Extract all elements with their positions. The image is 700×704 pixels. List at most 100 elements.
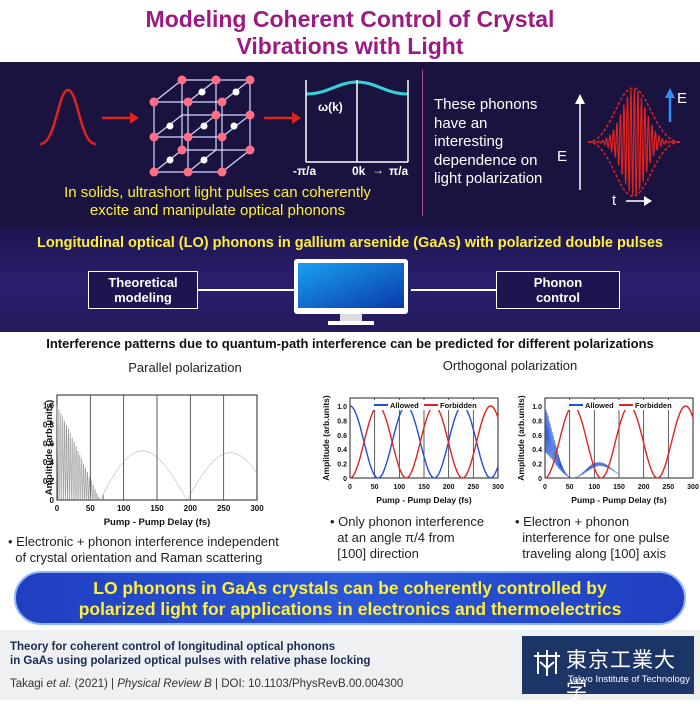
axis-arrow: →: [372, 163, 384, 177]
footer: Theory for coherent control of longitudi…: [0, 630, 700, 702]
caption-orthogonal-1-line-2: at an angle π/4 from: [330, 530, 455, 545]
x-tick-label: 100: [393, 484, 405, 491]
intro-caption-line-1: In solids, ultrashort light pulses can c…: [64, 184, 371, 201]
x-tick-label: 200: [443, 484, 455, 491]
parallel-title: Parallel polarization: [128, 360, 242, 375]
legend-forbidden-label: Forbidden: [635, 401, 672, 410]
arrow-right-icon: [102, 112, 139, 124]
intro-caption-line-2: excite and manipulate optical phonons: [89, 202, 346, 219]
caption-orthogonal-2: • Electron + phonon interference for one…: [515, 514, 700, 562]
y-tick-label: 0.6: [532, 433, 542, 440]
y-axis-label: Amplitude (arb.units): [321, 395, 331, 481]
y-axis-label: Amplitude (arb.units): [516, 395, 526, 481]
x-tick-label: 250: [217, 504, 231, 513]
connector-right: [411, 289, 497, 291]
institute-emblem-icon: [534, 650, 560, 676]
y-tick-label: 0.6: [337, 433, 347, 440]
citation-sep-1: |: [111, 678, 115, 690]
orthogonal-electron-phonon-plot: 0 50 100 150 200 250 300 0 0.2 0.4 0.6 0.8 1.0 Pump -…: [516, 395, 699, 505]
orthogonal-title: Orthogonal polarization: [442, 358, 578, 373]
y-tick-label: 0.2: [337, 462, 347, 469]
institute-logo: 東京工業大学 Tokyo Institute of Technology: [522, 636, 694, 702]
y-tick-label: 0.4: [337, 447, 347, 454]
title-band: Modeling Coherent Control of Crystal Vib…: [0, 0, 700, 62]
caption-parallel: • Electronic + phonon interference indep…: [8, 534, 303, 566]
y-tick-label: 0.6: [43, 439, 55, 448]
phonon-text: These phonons have an interesting depend…: [434, 96, 542, 189]
x-tick-label: 150: [418, 484, 430, 491]
title-line-1: Modeling Coherent Control of Crystal: [145, 6, 555, 32]
orthogonal-allowed-forbidden-plot: 0 50 100 150 200 250 300 0 0.2 0.4 0.6 0.8 1.0 Pump -…: [321, 395, 504, 505]
method-heading: Longitudinal optical (LO) phonons in gal…: [37, 235, 663, 251]
logo-english: Tokyo Institute of Technology: [568, 674, 690, 685]
citation-doi[interactable]: DOI: 10.1103/PhysRevB.00.004300: [221, 678, 404, 690]
x-tick-label: 200: [184, 504, 198, 513]
y-tick-label: 1.0: [532, 404, 542, 411]
legend-allowed-label: Allowed: [390, 401, 419, 410]
theoretical-modeling-box: Theoretical modeling: [88, 271, 198, 309]
x-axis-label: Pump - Pump Delay (fs): [571, 495, 667, 505]
legend-allowed-label: Allowed: [585, 401, 614, 410]
y-tick-label: 0.2: [43, 477, 55, 486]
y-tick-label: 0.4: [43, 458, 55, 467]
divider: [422, 70, 423, 216]
caption-orthogonal-2-line-2: interference for one pulse: [515, 530, 670, 545]
x-tick-label: 0: [348, 484, 352, 491]
caption-parallel-line-1: • Electronic + phonon interference indep…: [8, 534, 279, 549]
y-tick-label: 0.2: [532, 462, 542, 469]
axis-label-right: π/a: [389, 164, 409, 178]
legend-forbidden-label: Forbidden: [440, 401, 477, 410]
arrow-right-icon-2: [264, 112, 301, 124]
x-tick-label: 300: [250, 504, 264, 513]
crystal-lattice-icon: [149, 75, 255, 177]
parallel-plot: 0 50 100 150 200 250 300 0 0.2 0.4 0.6 0.8 1.0 Pump -…: [43, 394, 264, 528]
page-title: Modeling Coherent Control of Crystal Vib…: [0, 0, 700, 60]
phonon-text-line-3: interesting: [434, 133, 504, 150]
box-right-line-1: Phonon: [533, 275, 583, 290]
x-tick-label: 100: [117, 504, 131, 513]
caption-orthogonal-1: • Only phonon interference at an angle π…: [330, 514, 510, 562]
x-tick-label: 0: [55, 504, 60, 513]
intro-panel: ω(k) -π/a 0k → π/a In solids, ultrashort…: [0, 62, 700, 227]
banner-line-2: polarized light for applications in elec…: [78, 599, 622, 619]
paper-title: Theory for coherent control of longitudi…: [10, 640, 370, 668]
box-left-line-1: Theoretical: [108, 275, 178, 290]
dispersion-plot: [305, 80, 409, 163]
connector-left: [198, 289, 294, 291]
citation-etal: et al.: [46, 678, 72, 690]
y-tick-label: 0: [50, 496, 55, 505]
citation-year: (2021): [74, 678, 108, 690]
wave-e-axis-label: E: [557, 148, 568, 165]
citation-journal[interactable]: Physical Review B: [117, 678, 212, 690]
box-right-line-2: control: [535, 290, 581, 305]
omega-label: ω(k): [318, 100, 343, 114]
x-tick-label: 250: [662, 484, 674, 491]
intro-caption: In solids, ultrashort light pulses can c…: [30, 184, 405, 220]
citation-sep-2: |: [215, 678, 219, 690]
conclusion-banner: LO phonons in GaAs crystals can be coher…: [14, 571, 686, 625]
wave-e-label: E: [677, 90, 688, 107]
x-tick-label: 50: [566, 484, 574, 491]
y-tick-label: 1.0: [337, 404, 347, 411]
paper-title-line-1: Theory for coherent control of longitudi…: [10, 641, 336, 653]
x-tick-label: 200: [638, 484, 650, 491]
x-tick-label: 300: [492, 484, 504, 491]
x-tick-label: 250: [467, 484, 479, 491]
x-tick-label: 300: [687, 484, 699, 491]
caption-orthogonal-2-line-3: traveling along [100] axis: [515, 546, 667, 561]
x-tick-label: 150: [150, 504, 164, 513]
phonon-control-box: Phonon control: [496, 271, 620, 309]
y-tick-label: 0: [538, 476, 542, 483]
axis-label-left: -π/a: [293, 164, 317, 178]
y-tick-label: 1.0: [43, 402, 55, 411]
citation: Takagi et al. (2021) | Physical Review B…: [10, 678, 403, 690]
method-panel: Longitudinal optical (LO) phonons in gal…: [0, 227, 700, 332]
y-tick-label: 0.8: [532, 418, 542, 425]
y-tick-label: 0.8: [43, 420, 55, 429]
caption-orthogonal-2-line-1: • Electron + phonon: [515, 514, 630, 529]
phonon-text-line-1: These phonons: [434, 96, 538, 113]
light-pulse-icon: [39, 88, 97, 146]
x-tick-label: 0: [543, 484, 547, 491]
y-tick-label: 0: [343, 476, 347, 483]
caption-parallel-line-2: of crystal orientation and Raman scatter…: [8, 550, 263, 565]
